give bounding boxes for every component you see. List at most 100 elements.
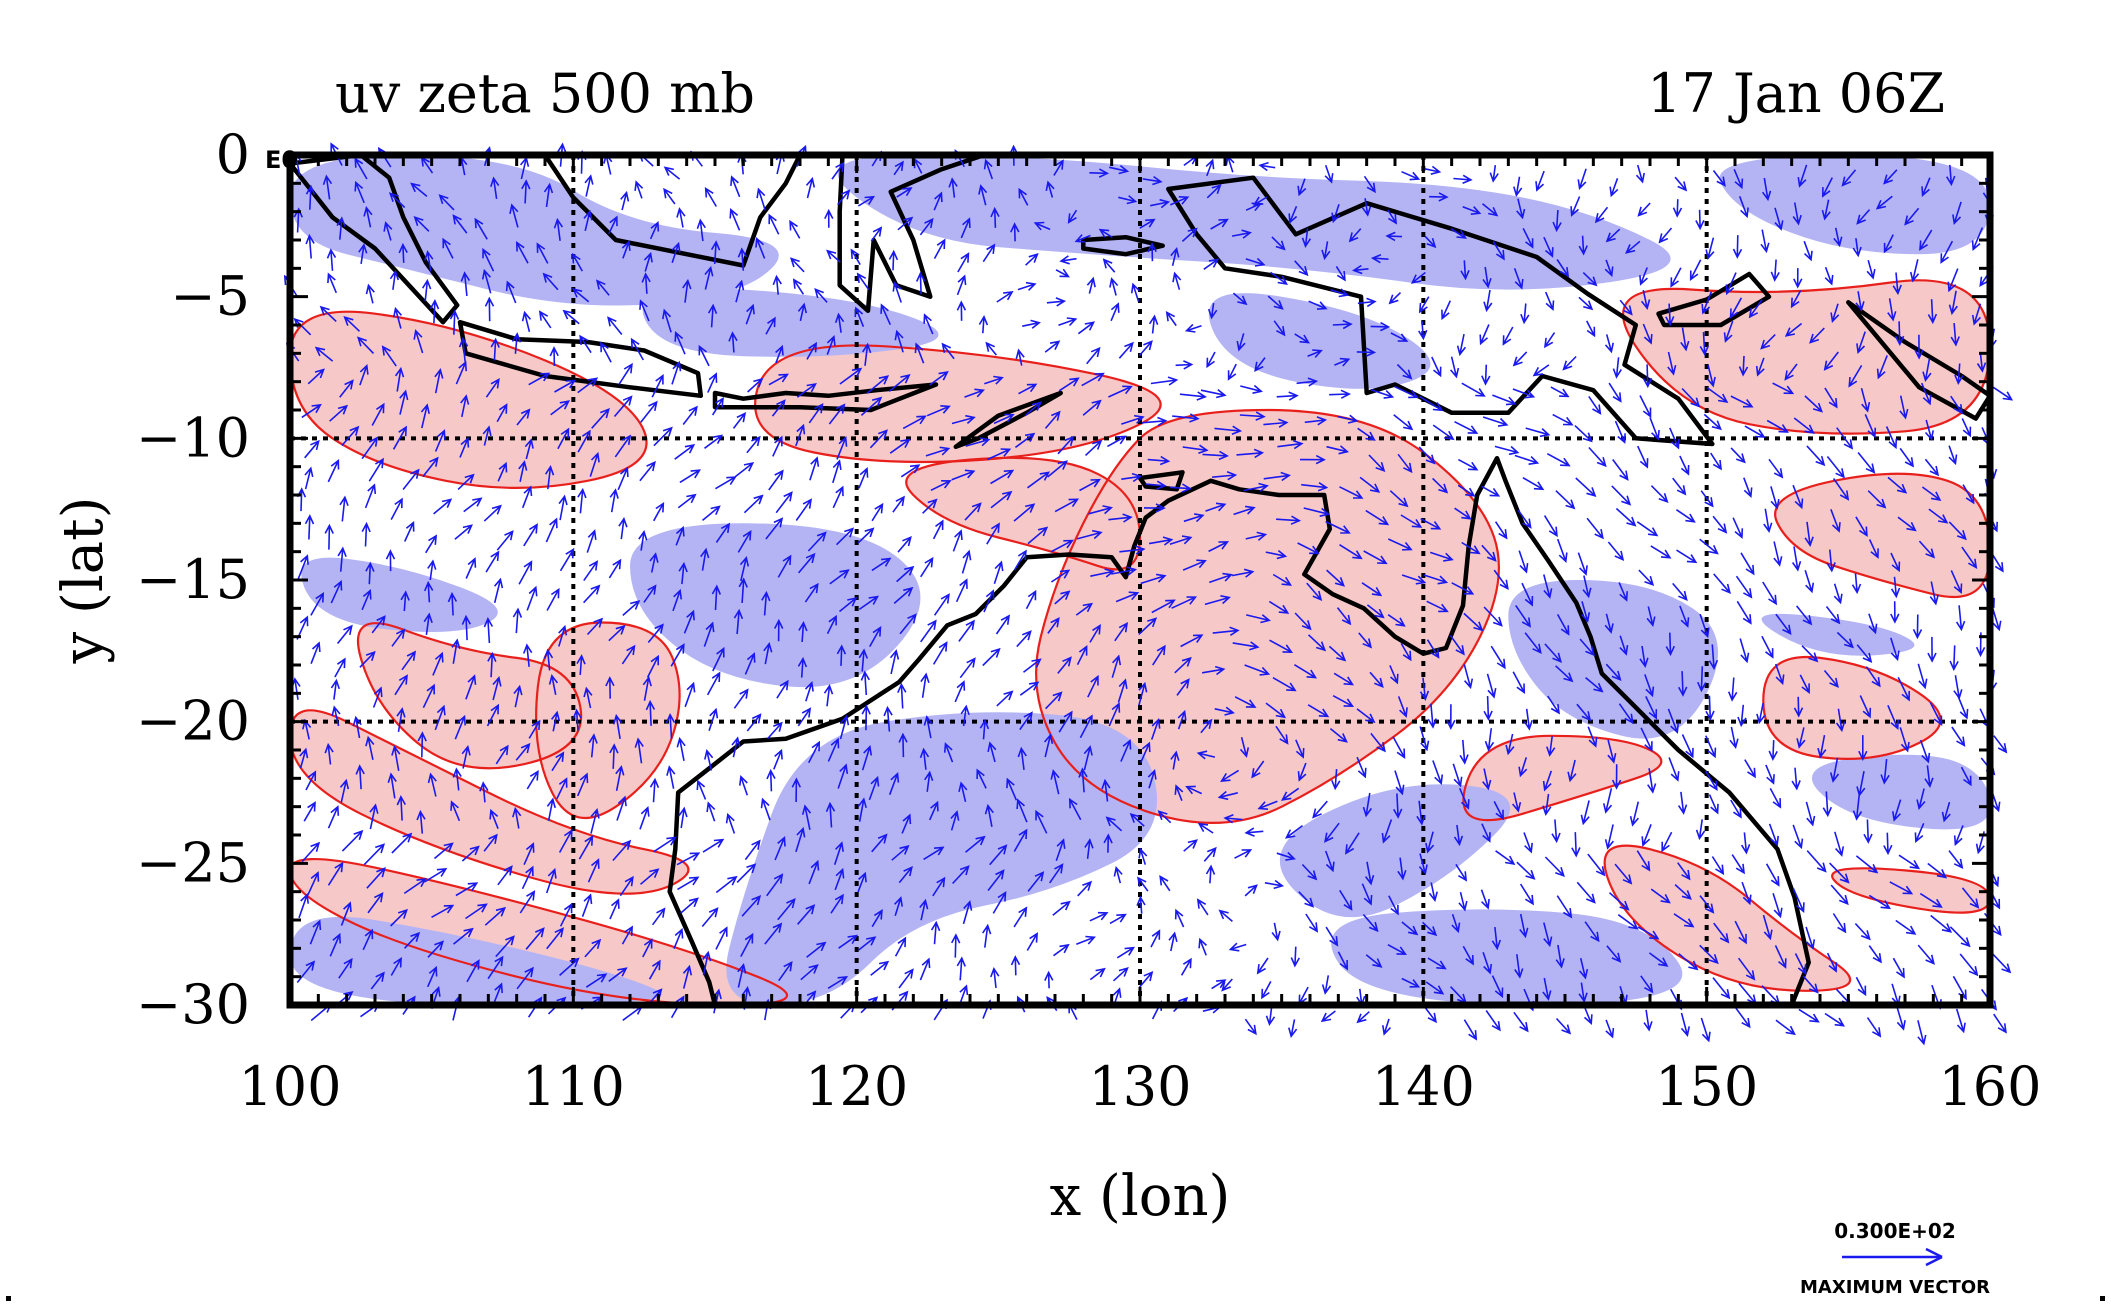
wind-vector-923 bbox=[1644, 674, 1655, 698]
wind-vector-1001 bbox=[645, 699, 656, 726]
wind-vector-97 bbox=[1594, 206, 1609, 224]
wind-vector-619 bbox=[743, 494, 764, 514]
wind-vector-1089 bbox=[1668, 757, 1680, 782]
wind-vector-1413 bbox=[1482, 952, 1493, 975]
wind-vector-276 bbox=[319, 305, 337, 322]
wind-vector-254 bbox=[1357, 297, 1377, 308]
wind-vector-405 bbox=[929, 371, 949, 386]
positive-vorticity-region-9 bbox=[1604, 845, 1851, 991]
wind-vector-708 bbox=[1791, 546, 1802, 572]
wind-vector-448 bbox=[550, 400, 571, 416]
wind-vector-1294 bbox=[1205, 864, 1216, 884]
wind-vector-1026 bbox=[1419, 726, 1430, 752]
wind-vector-520 bbox=[1084, 439, 1103, 456]
wind-vector-1420 bbox=[1699, 944, 1719, 965]
wind-vector-1475 bbox=[1712, 977, 1731, 1000]
wind-vector-1249 bbox=[1516, 861, 1536, 880]
x-tick-label-100: 100 bbox=[238, 1055, 341, 1118]
wind-vector-453 bbox=[711, 396, 724, 416]
wind-vector-1067 bbox=[987, 741, 997, 763]
wind-vector-249 bbox=[1207, 302, 1218, 320]
wind-vector-1458 bbox=[1180, 957, 1192, 976]
wind-vector-523 bbox=[1182, 444, 1209, 454]
wind-vector-650 bbox=[1712, 515, 1728, 534]
wind-vector-1115 bbox=[766, 768, 776, 792]
wind-vector-1297 bbox=[1298, 891, 1315, 908]
wind-vector-1439 bbox=[585, 973, 608, 988]
wind-vector-817 bbox=[1775, 613, 1792, 636]
wind-vector-1432 bbox=[370, 971, 385, 990]
wind-vector-556 bbox=[497, 461, 508, 482]
wind-vector-1276 bbox=[639, 868, 660, 885]
wind-vector-1363 bbox=[1637, 926, 1660, 940]
wind-vector-1261 bbox=[1898, 854, 1921, 870]
wind-vector-1093 bbox=[1791, 767, 1801, 791]
wind-vector-909 bbox=[1201, 665, 1226, 676]
wind-vector-479 bbox=[1525, 427, 1551, 438]
wind-vector-598 bbox=[1792, 484, 1804, 510]
wind-vector-1127 bbox=[1147, 768, 1157, 789]
wind-vector-318 bbox=[1642, 323, 1653, 345]
wind-vector-332 bbox=[356, 336, 375, 354]
wind-vector-1415 bbox=[1555, 944, 1565, 969]
wind-vector-208 bbox=[1639, 267, 1648, 286]
wind-vector-577 bbox=[1145, 480, 1167, 490]
wind-vector-629 bbox=[1054, 498, 1080, 513]
wind-vector-1157 bbox=[369, 803, 379, 830]
wind-vector-225 bbox=[460, 271, 471, 296]
wind-vector-410 bbox=[1081, 372, 1105, 387]
wind-vector-1299 bbox=[1361, 883, 1373, 906]
wind-vector-271 bbox=[1887, 298, 1897, 322]
wind-vector-841 bbox=[798, 621, 808, 643]
wind-vector-1061 bbox=[807, 740, 821, 764]
wind-vector-205 bbox=[1556, 259, 1570, 278]
wind-vector-1002 bbox=[665, 713, 676, 739]
wind-vector-563 bbox=[714, 476, 737, 490]
wind-vector-540 bbox=[1710, 452, 1722, 471]
wind-vector-737 bbox=[993, 560, 1004, 584]
wind-vector-751 bbox=[1423, 574, 1449, 585]
wind-vector-720 bbox=[465, 557, 477, 579]
wind-vector-1230 bbox=[923, 846, 945, 861]
wind-vector-1052 bbox=[515, 742, 531, 761]
wind-vector-1200 bbox=[1695, 819, 1706, 841]
wind-vector-1054 bbox=[588, 733, 598, 758]
wind-vector-576 bbox=[1121, 472, 1143, 483]
wind-vector-560 bbox=[617, 466, 629, 491]
wind-vector-227 bbox=[505, 280, 517, 304]
wind-vector-1256 bbox=[1731, 854, 1745, 875]
wind-vector-387 bbox=[359, 364, 369, 386]
wind-vector-632 bbox=[1143, 503, 1166, 513]
wind-vector-1197 bbox=[1604, 824, 1615, 850]
wind-vector-1443 bbox=[702, 950, 712, 976]
wind-vector-954 bbox=[897, 682, 907, 709]
wind-vector-1170 bbox=[760, 797, 771, 821]
wind-vector-231 bbox=[641, 272, 651, 294]
wind-vector-1180 bbox=[1068, 797, 1082, 821]
wind-vector-1318 bbox=[1961, 887, 1980, 909]
wind-vector-1241 bbox=[1276, 851, 1296, 861]
wind-vector-1361 bbox=[1584, 921, 1600, 943]
wind-vector-1069 bbox=[1043, 733, 1054, 758]
wind-vector-1102 bbox=[355, 764, 365, 790]
wind-vector-1073 bbox=[1170, 750, 1180, 770]
wind-vector-1292 bbox=[1137, 876, 1149, 892]
wind-vector-558 bbox=[544, 465, 555, 490]
wind-vector-234 bbox=[735, 279, 745, 303]
wind-vector-1057 bbox=[676, 736, 686, 761]
wind-vector-953 bbox=[860, 670, 870, 696]
wind-vector-1178 bbox=[1016, 798, 1028, 823]
wind-vector-447 bbox=[516, 408, 531, 426]
wind-vector-1211 bbox=[341, 829, 364, 852]
wind-vector-736 bbox=[961, 549, 972, 574]
wind-vector-1452 bbox=[990, 966, 1000, 988]
wind-vector-1321 bbox=[340, 901, 352, 926]
wind-vector-966 bbox=[1265, 702, 1287, 719]
wind-vector-1010 bbox=[923, 715, 933, 739]
wind-vector-906 bbox=[1111, 654, 1122, 678]
wind-vector-1381 bbox=[495, 935, 515, 958]
wind-vector-1146 bbox=[1730, 799, 1742, 819]
wind-vector-1317 bbox=[1919, 892, 1943, 908]
wind-vector-1059 bbox=[731, 736, 741, 758]
wind-vector-1163 bbox=[546, 797, 556, 822]
